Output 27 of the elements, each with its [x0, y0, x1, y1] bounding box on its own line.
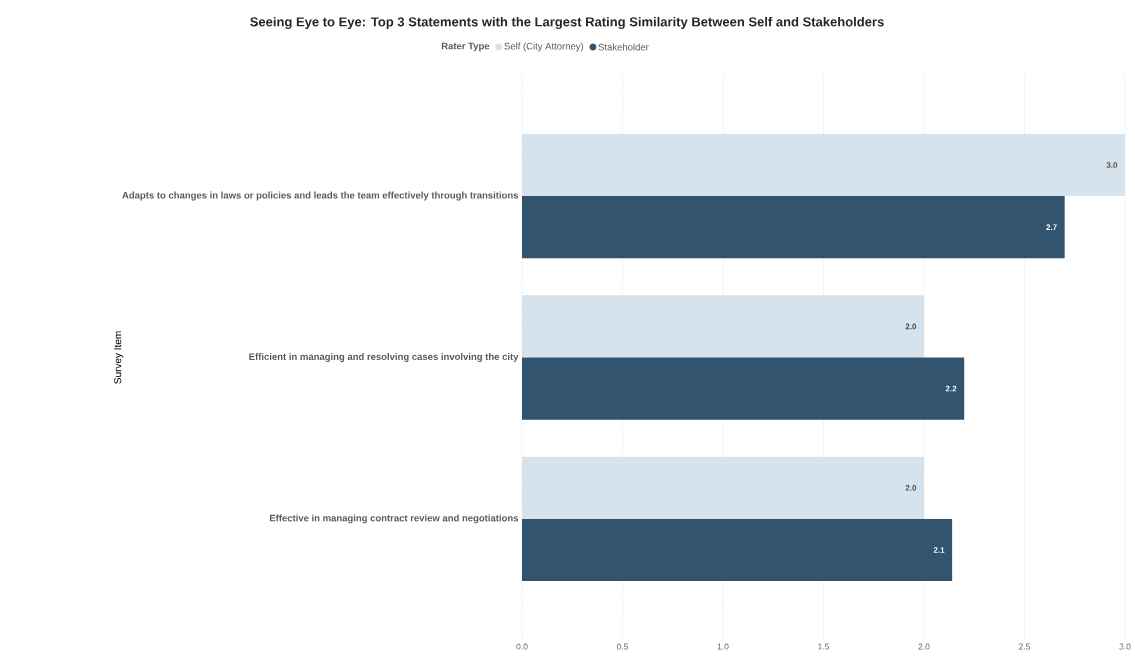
data-label: 2.2 [945, 385, 957, 392]
bar [522, 196, 1065, 259]
x-tick-label: 1.0 [717, 643, 729, 650]
data-label: 2.7 [1046, 224, 1057, 230]
y-tick-label: Efficient in managing and resolving cases involving the city [249, 353, 519, 362]
x-tick-label: 0.5 [616, 643, 629, 650]
y-tick-label: Effective in managing contract review and negotiations [269, 514, 519, 524]
x-tick-label: 0.0 [516, 643, 528, 650]
y-axis-title: Survey Item [114, 331, 124, 384]
data-label: 2.0 [905, 323, 917, 330]
x-tick-label: 3.0 [1119, 643, 1131, 650]
bar [522, 456, 924, 519]
data-label: 3.0 [1106, 162, 1118, 168]
legend-title: Rater Type [441, 42, 490, 52]
data-label: 2.1 [933, 547, 945, 553]
x-tick-label: 1.5 [818, 643, 830, 650]
data-label: 2.0 [905, 485, 917, 491]
y-tick-label: Adapts to changes in laws or policies and leads the team effectively through transitions [122, 191, 519, 201]
bar [522, 295, 924, 358]
bar [522, 357, 965, 420]
bar [522, 133, 1125, 197]
chart-title: Seeing Eye to Eye: Top 3 Statements with the Largest Rating Similarity Between Self and Stakeholders [250, 16, 884, 30]
legend-label: Self (City Attorney) [504, 42, 584, 52]
bar [522, 518, 953, 582]
x-tick-label: 2.5 [1019, 643, 1031, 650]
x-tick-label: 2.0 [918, 643, 930, 650]
legend-label: Stakeholder [598, 43, 649, 51]
